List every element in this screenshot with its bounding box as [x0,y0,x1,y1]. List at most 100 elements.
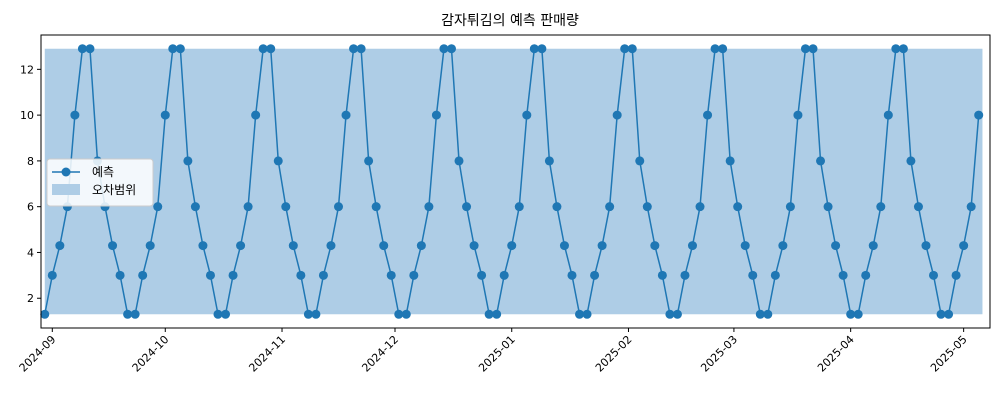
prediction-point [898,44,908,54]
prediction-point [386,270,396,280]
y-tick-label: 4 [27,246,34,259]
prediction-point [424,202,434,212]
prediction-point [913,202,923,212]
prediction-point [642,202,652,212]
prediction-point [108,241,118,251]
y-tick-label: 12 [20,63,34,76]
x-tick-label: 2024-09 [17,333,59,375]
prediction-point [582,309,592,319]
x-tick-label: 2024-12 [359,333,401,375]
prediction-point [891,44,901,54]
prediction-point [416,241,426,251]
prediction-line-layer [40,44,984,319]
prediction-point [868,241,878,251]
prediction-point [733,202,743,212]
prediction-point [40,309,50,319]
prediction-point [951,270,961,280]
prediction-point [657,270,667,280]
prediction-point [537,44,547,54]
prediction-point [929,270,939,280]
prediction-point [944,309,954,319]
prediction-point [228,270,238,280]
prediction-point [296,270,306,280]
prediction-point [966,202,976,212]
y-tick-label: 2 [27,292,34,305]
prediction-point [446,44,456,54]
prediction-point [439,44,449,54]
prediction-point [462,202,472,212]
prediction-point [921,241,931,251]
prediction-point [529,44,539,54]
prediction-point [748,270,758,280]
prediction-point [251,110,261,120]
prediction-point [718,44,728,54]
legend-label: 오차범위 [92,183,136,197]
prediction-point [597,241,607,251]
prediction-point [808,44,818,54]
prediction-point [477,270,487,280]
prediction-point [846,309,856,319]
prediction-point [770,270,780,280]
prediction-point [499,270,509,280]
prediction-point [258,44,268,54]
x-tick-label: 2025-05 [928,333,970,375]
prediction-point [627,44,637,54]
x-tick-label: 2024-10 [130,333,172,375]
prediction-point [816,156,826,166]
prediction-point [793,110,803,120]
prediction-point [273,156,283,166]
x-tick-label: 2025-04 [815,333,857,375]
prediction-point [672,309,682,319]
prediction-point [281,202,291,212]
prediction-point [168,44,178,54]
prediction-point [544,156,554,166]
prediction-point [318,270,328,280]
prediction-point [356,44,366,54]
prediction-point [883,110,893,120]
prediction-point [371,202,381,212]
prediction-point [115,270,125,280]
prediction-point [469,241,479,251]
prediction-point [266,44,276,54]
prediction-point [341,110,351,120]
prediction-point [409,270,419,280]
prediction-point [559,241,569,251]
plot-frame [40,34,991,329]
prediction-point [401,309,411,319]
y-tick-label: 8 [27,155,34,168]
prediction-point [861,270,871,280]
prediction-point [484,309,494,319]
prediction-point [612,110,622,120]
prediction-point [205,270,215,280]
chart-title: 감자튀김의 예측 판매량 [441,13,579,29]
prediction-point [138,270,148,280]
prediction-point [123,309,133,319]
prediction-point [665,309,675,319]
legend-marker-swatch [61,167,71,177]
prediction-point [454,156,464,166]
prediction-point [831,241,841,251]
prediction-point [183,156,193,166]
prediction-point [243,202,253,212]
x-tick-label: 2025-02 [593,333,635,375]
prediction-point [394,309,404,319]
prediction-point [288,241,298,251]
x-tick-label: 2024-11 [246,333,288,375]
legend-band-swatch [52,184,80,195]
prediction-point [778,241,788,251]
prediction-point [160,110,170,120]
prediction-point [853,309,863,319]
prediction-point [838,270,848,280]
prediction-point [334,202,344,212]
prediction-point [650,241,660,251]
prediction-point [190,202,200,212]
prediction-point [936,309,946,319]
prediction-point [236,241,246,251]
prediction-point [198,241,208,251]
prediction-point [514,202,524,212]
prediction-point [55,241,65,251]
prediction-point [507,241,517,251]
x-tick-label: 2025-01 [476,333,518,375]
prediction-point [695,202,705,212]
